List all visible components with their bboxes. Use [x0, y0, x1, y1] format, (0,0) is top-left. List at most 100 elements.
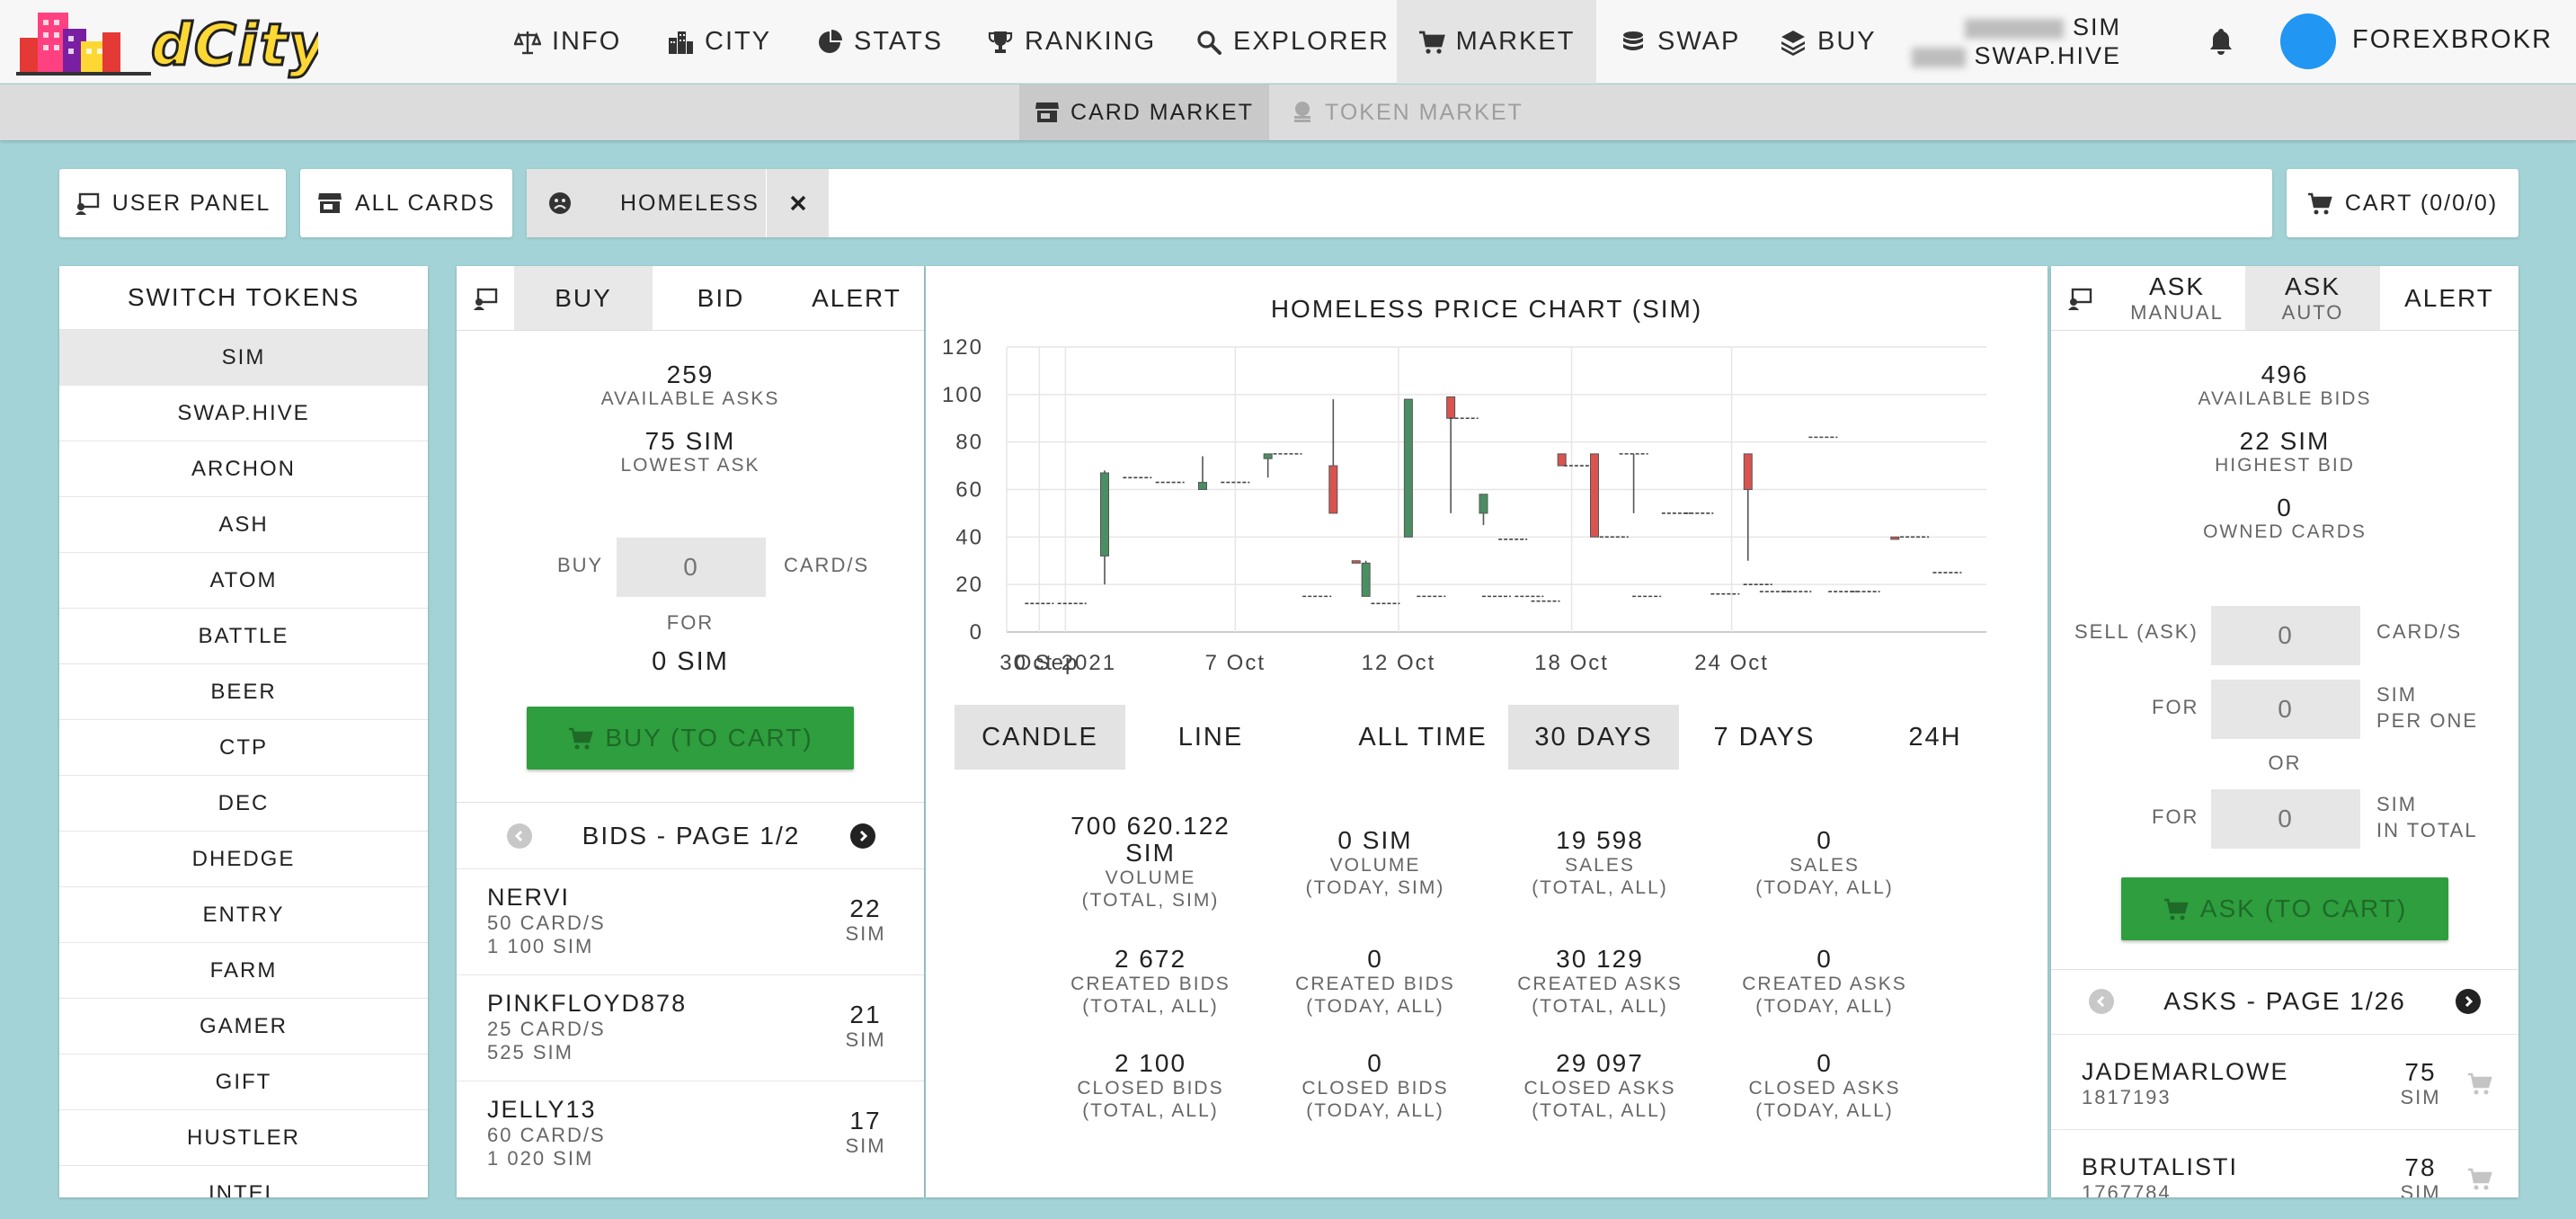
token-item[interactable]: ARCHON [59, 440, 428, 496]
range-all-time[interactable]: ALL TIME [1358, 722, 1488, 752]
token-item[interactable]: BEER [59, 663, 428, 719]
token-item[interactable]: BATTLE [59, 608, 428, 663]
tab-token-market[interactable]: TOKEN MARKET [1291, 85, 1523, 140]
tab-buy[interactable]: BUY [514, 266, 653, 330]
nav-city[interactable]: CITY [667, 0, 771, 84]
stat-label: (TODAY, ALL) [1755, 996, 1894, 1017]
bid-user: JELLY13 [487, 1096, 597, 1123]
tab-bid[interactable]: BID [697, 283, 745, 312]
ask-to-cart-button[interactable]: ASK (TO CART) [2121, 877, 2448, 940]
ask-user: JADEMARLOWE [2082, 1058, 2289, 1085]
token-item[interactable]: SWAP.HIVE [59, 385, 428, 440]
range-24h[interactable]: 24H [1908, 722, 1962, 752]
tab-ask-auto[interactable]: ASK AUTO [2245, 266, 2380, 330]
candle-body [1590, 453, 1599, 538]
bell-icon[interactable] [2207, 27, 2234, 60]
nav-info[interactable]: INFO [514, 0, 621, 84]
bid-row[interactable]: NERVI 50 CARD/S 1 100 SIM 22 SIM [457, 868, 924, 974]
close-icon [790, 195, 805, 211]
available-bids-value: 496 [2261, 360, 2309, 388]
nav-city-label: CITY [705, 27, 772, 56]
card-search-input[interactable] [831, 169, 2269, 237]
token-item[interactable]: ASH [59, 496, 428, 552]
nav-buy[interactable]: BUY [1780, 0, 1877, 84]
nav-swap[interactable]: SWAP [1620, 0, 1740, 84]
highest-bid-label: HIGHEST BID [2215, 455, 2355, 476]
available-asks-value: 259 [666, 360, 715, 388]
bid-row[interactable]: JELLY13 60 CARD/S 1 020 SIM 17 SIM [457, 1081, 924, 1197]
buy-total: 0 SIM [652, 647, 729, 676]
sell-tabs: ASK MANUAL ASK AUTO ALERT [2051, 266, 2518, 331]
nav-swap-label: SWAP [1657, 27, 1741, 56]
candle-body [1890, 536, 1900, 540]
tab-alert[interactable]: ALERT [2404, 283, 2494, 312]
username[interactable]: FOREXBROKR [2352, 25, 2554, 54]
nav-ranking[interactable]: RANKING [987, 0, 1156, 84]
buy-to-cart-button[interactable]: BUY (TO CART) [527, 707, 854, 770]
user-panel-button[interactable]: USER PANEL [59, 169, 286, 237]
ask-row[interactable]: BRUTALISTI 1767784 78 SIM [2051, 1129, 2518, 1197]
stat-value: 0 [1367, 1049, 1383, 1077]
cards-label: CARD/S [2376, 620, 2463, 643]
price-per-one-input[interactable] [2211, 680, 2360, 739]
buy-quantity-input[interactable] [617, 538, 766, 597]
stat-label: CLOSED BIDS [1077, 1078, 1224, 1099]
available-asks-label: AVAILABLE ASKS [600, 388, 780, 409]
range-7-days[interactable]: 7 DAYS [1713, 722, 1816, 752]
token-item[interactable]: ATOM [59, 552, 428, 608]
price-total-input[interactable] [2211, 789, 2360, 849]
market-subnav: CARD MARKET TOKEN MARKET [0, 85, 2576, 140]
dcity-logo[interactable]: dCity [16, 5, 328, 81]
token-item[interactable]: DEC [59, 775, 428, 831]
token-item[interactable]: INTEL [59, 1165, 428, 1197]
user-panel-tab[interactable] [2051, 266, 2109, 330]
user-panel-tab[interactable] [457, 266, 514, 330]
buy-panel: BUY BID ALERT 259 AVAILABLE ASKS 75 SIM … [457, 266, 924, 1197]
nav-market[interactable]: MARKET [1397, 0, 1596, 84]
nav-explorer[interactable]: EXPLORER [1195, 0, 1390, 84]
add-to-cart-icon[interactable] [2466, 1071, 2493, 1100]
sell-quantity-input[interactable] [2211, 606, 2360, 665]
prev-page-icon[interactable] [2089, 989, 2114, 1014]
next-page-icon[interactable] [2456, 989, 2481, 1014]
stat-closed-asks-today: 0 CLOSED ASKS (TODAY, ALL) [1721, 1050, 1928, 1122]
clear-filter-button[interactable] [766, 169, 829, 237]
candle-body [1328, 465, 1338, 514]
tab-ask-manual[interactable]: ASK MANUAL [2109, 266, 2245, 330]
all-cards-button[interactable]: ALL CARDS [300, 169, 512, 237]
nav-stats[interactable]: STATS [816, 0, 943, 84]
stat-value: 0 [1817, 945, 1833, 973]
tab-card-market[interactable]: CARD MARKET [1019, 85, 1269, 140]
token-item[interactable]: GIFT [59, 1054, 428, 1109]
token-item[interactable]: DHEDGE [59, 831, 428, 886]
bid-row[interactable]: PINKFLOYD878 25 CARD/S 525 SIM 21 SIM [457, 974, 924, 1081]
next-page-icon[interactable] [849, 823, 875, 849]
balances: SIM SWAP.HIVE [1911, 13, 2121, 74]
cart-button[interactable]: CART (0/0/0) [2287, 169, 2518, 237]
chart-type-candle[interactable]: CANDLE [955, 705, 1125, 770]
stat-label: (TOTAL, SIM) [1081, 890, 1220, 911]
balance-hive: SWAP.HIVE [1911, 41, 2121, 70]
token-item[interactable]: CTP [59, 719, 428, 775]
tab-card-market-label: CARD MARKET [1070, 99, 1254, 125]
chart-type-line[interactable]: LINE [1177, 722, 1244, 752]
x-tick-label: 7 Oct [1205, 651, 1266, 675]
token-item[interactable]: ENTRY [59, 886, 428, 942]
lowest-ask-label: LOWEST ASK [620, 455, 760, 476]
prev-page-icon[interactable] [507, 823, 532, 849]
tab-ask-auto-sub: AUTO [2281, 300, 2344, 324]
range-30-days[interactable]: 30 DAYS [1508, 705, 1679, 770]
user-panel-label: USER PANEL [111, 190, 271, 216]
ask-row[interactable]: JADEMARLOWE 1817193 75 SIM [2051, 1034, 2518, 1129]
token-item[interactable]: SIM [59, 329, 428, 385]
token-item[interactable]: GAMER [59, 998, 428, 1054]
search-icon [1197, 30, 1221, 55]
add-to-cart-icon[interactable] [2466, 1166, 2493, 1196]
avatar[interactable] [2280, 13, 2336, 69]
tab-alert[interactable]: ALERT [812, 283, 902, 312]
stat-label: VOLUME [1329, 855, 1421, 876]
token-item[interactable]: HUSTLER [59, 1109, 428, 1165]
stat-value: 0 SIM [1337, 826, 1413, 854]
token-item[interactable]: FARM [59, 942, 428, 998]
